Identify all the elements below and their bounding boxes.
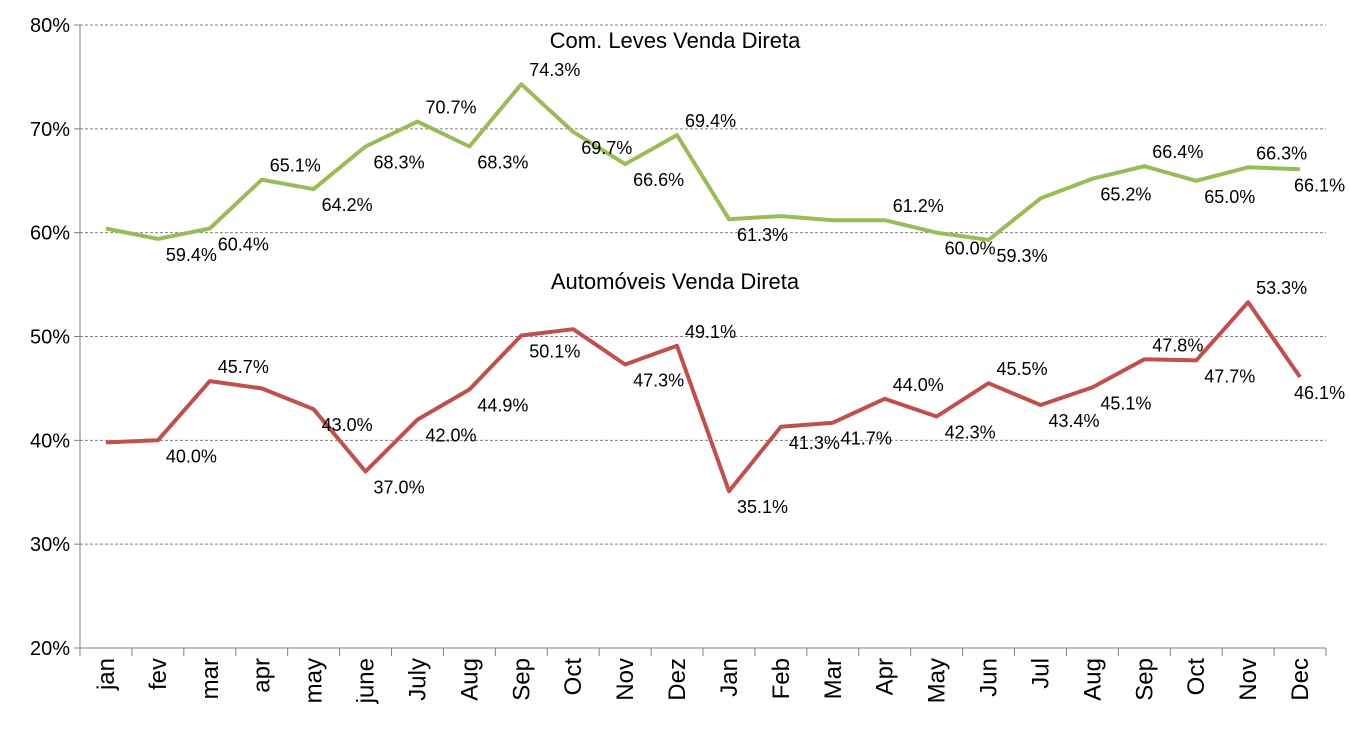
- data-label: 66.1%: [1294, 175, 1345, 195]
- data-label: 60.4%: [218, 235, 269, 255]
- data-label: 47.8%: [1152, 335, 1203, 355]
- data-label: 35.1%: [737, 497, 788, 517]
- x-tick-label: may: [301, 658, 328, 703]
- data-labels: 59.4%60.4% 65.1%64.2% 68.3% 70.7% 68.3% 74.3%…: [166, 60, 1345, 517]
- x-tick-label: Jun: [976, 658, 1003, 697]
- x-tick-label: Aug: [1079, 658, 1106, 701]
- data-label: 74.3%: [529, 60, 580, 80]
- data-label: 65.2%: [1100, 185, 1151, 205]
- series-line-0: [105, 82, 1301, 242]
- data-label: 45.1%: [1100, 393, 1151, 413]
- y-tick-label: 60%: [30, 223, 70, 245]
- x-tick-label: Sep: [508, 658, 535, 701]
- series-lines: [105, 82, 1302, 494]
- y-tick-label: 70%: [30, 119, 70, 141]
- x-axis-tick-labels: jan fev mar apr may june July Aug Sep Oct Nov Dez Ja…: [93, 658, 1314, 705]
- data-label: 65.1%: [270, 156, 321, 176]
- data-label: 61.3%: [737, 225, 788, 245]
- x-tick-label: July: [404, 658, 431, 701]
- x-tick-label: Dec: [1287, 658, 1314, 701]
- data-label: 43.0%: [322, 415, 373, 435]
- x-tick-label: Jul: [1027, 658, 1054, 689]
- x-tick-label: fev: [145, 658, 172, 690]
- series-title-automoveis: Automóveis Venda Direta: [551, 269, 800, 294]
- data-label: 37.0%: [374, 477, 425, 497]
- x-tick-label: May: [924, 658, 951, 703]
- data-label: 43.4%: [1048, 411, 1099, 431]
- x-tick-label: Oct: [1183, 658, 1210, 696]
- x-tick-label: june: [353, 658, 380, 704]
- series-line-1: [105, 300, 1302, 494]
- data-label: 68.3%: [477, 152, 528, 172]
- data-label: 44.0%: [893, 375, 944, 395]
- y-tick-label: 20%: [30, 638, 70, 660]
- x-tick-label: Feb: [768, 658, 795, 699]
- data-label: 41.7%: [841, 429, 892, 449]
- data-label: 49.1%: [685, 322, 736, 342]
- x-tick-label: Dez: [664, 658, 691, 701]
- data-label: 42.0%: [425, 426, 476, 446]
- x-tick-label: jan: [93, 658, 120, 691]
- data-label: 69.4%: [685, 111, 736, 131]
- data-label: 66.4%: [1152, 142, 1203, 162]
- x-tick-label: mar: [197, 658, 224, 699]
- data-label: 47.7%: [1204, 366, 1255, 386]
- x-tick-label: Aug: [456, 658, 483, 701]
- data-label: 53.3%: [1256, 278, 1307, 298]
- y-tick-label: 80%: [30, 15, 70, 37]
- data-label: 50.1%: [529, 341, 580, 361]
- data-label: 64.2%: [322, 195, 373, 215]
- data-label: 66.6%: [633, 170, 684, 190]
- y-tick-label: 50%: [30, 327, 70, 349]
- data-label: 45.5%: [997, 359, 1048, 379]
- y-tick-label: 30%: [30, 534, 70, 556]
- data-label: 66.3%: [1256, 143, 1307, 163]
- data-label: 47.3%: [633, 371, 684, 391]
- data-label: 59.4%: [166, 245, 217, 265]
- x-tick-label: Apr: [872, 658, 899, 695]
- axes: [74, 24, 1327, 656]
- data-label: 44.9%: [477, 395, 528, 415]
- y-axis-tick-labels: 20% 30% 40% 50% 60% 70% 80%: [30, 15, 70, 660]
- data-label: 42.3%: [945, 422, 996, 442]
- x-tick-label: Mar: [820, 658, 847, 699]
- data-label: 60.0%: [945, 239, 996, 259]
- x-tick-label: Oct: [560, 658, 587, 696]
- y-tick-label: 40%: [30, 430, 70, 452]
- x-tick-label: apr: [249, 658, 276, 693]
- data-label: 68.3%: [374, 152, 425, 172]
- x-tick-label: Nov: [1235, 658, 1262, 701]
- x-tick-label: Sep: [1131, 658, 1158, 701]
- data-label: 40.0%: [166, 446, 217, 466]
- data-label: 45.7%: [218, 357, 269, 377]
- data-label: 59.3%: [997, 246, 1048, 266]
- gridlines: [80, 24, 1326, 545]
- series-title-com-leves: Com. Leves Venda Direta: [550, 28, 801, 53]
- data-label: 41.3%: [789, 433, 840, 453]
- data-label: 69.7%: [581, 138, 632, 158]
- x-tick-label: Nov: [612, 658, 639, 701]
- data-label: 70.7%: [425, 98, 476, 118]
- data-label: 46.1%: [1294, 383, 1345, 403]
- data-label: 61.2%: [893, 196, 944, 216]
- x-tick-label: Jan: [716, 658, 743, 697]
- data-label: 65.0%: [1204, 187, 1255, 207]
